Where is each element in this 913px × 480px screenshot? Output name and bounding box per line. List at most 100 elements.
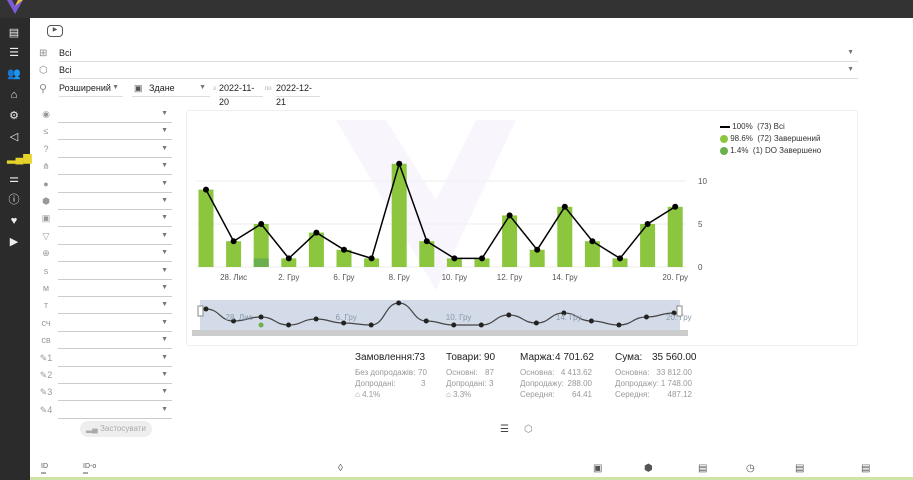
date-type-select[interactable]: ▣ Здане ▼ — [132, 81, 210, 97]
navigator-right-handle[interactable] — [676, 305, 683, 317]
navigator-point — [423, 318, 429, 324]
user-column-icon[interactable]: ⬢ — [644, 463, 653, 474]
x-tick-label: 28. Лис — [220, 273, 247, 282]
video-tutorial-icon[interactable]: ▶ — [47, 25, 63, 37]
goods-pct-value: 3.3% — [453, 390, 472, 399]
bar — [226, 241, 242, 267]
filter-select[interactable]: ▼ — [58, 265, 172, 280]
scrollbar[interactable] — [192, 330, 688, 336]
bar — [198, 189, 214, 267]
top-bar — [0, 0, 913, 18]
line-point — [396, 160, 403, 167]
question-icon: ? — [43, 143, 49, 154]
x-tick-label: 12. Гру — [497, 273, 523, 282]
filter-select[interactable]: ▼ — [58, 352, 172, 367]
filter-select[interactable]: ▼ — [58, 108, 172, 123]
filter-select[interactable]: ▼ — [58, 178, 172, 193]
app-logo[interactable] — [4, 0, 26, 14]
list-view-icon[interactable]: ☰ — [500, 424, 509, 435]
navigator-point — [313, 316, 319, 322]
x-tick-label: 8. Гру — [389, 273, 410, 282]
filter-select[interactable]: ▼ — [58, 386, 172, 402]
filter-select[interactable]: ▼ — [58, 334, 172, 350]
legend-pct: 1.4% — [730, 146, 749, 155]
filter-select[interactable]: ▼ — [58, 369, 172, 384]
navigator-point — [671, 310, 677, 316]
legend-item[interactable]: 100% (73) Всі — [720, 122, 785, 131]
filter-select[interactable]: ▼ — [58, 404, 172, 419]
bar — [364, 258, 380, 267]
filter-select[interactable]: ▼ — [58, 212, 172, 228]
money-icon: ▣ — [41, 213, 51, 224]
sliders-icon[interactable]: ⚌ — [9, 173, 19, 185]
line-point — [534, 246, 541, 253]
stat-value: 70 — [418, 368, 427, 377]
navigator-label: 14. Гру — [556, 313, 582, 322]
custom-field-13-icon: св — [41, 335, 51, 346]
pen-3-icon: ✎3 — [39, 387, 53, 398]
orders-value: 73 — [414, 352, 426, 363]
bar — [502, 215, 518, 267]
bottle-icon[interactable]: ◊ — [338, 463, 343, 474]
money-column-icon[interactable]: ▣ — [593, 463, 603, 474]
legend-item[interactable]: 98.6% (72) Завершений — [720, 134, 820, 143]
date-from-input[interactable]: 2022-11-20 — [219, 81, 263, 107]
stat-value: 3 — [421, 379, 426, 388]
id-column-icon[interactable]: ID ═ — [41, 463, 48, 477]
line-point — [644, 221, 651, 227]
navigator-point — [616, 322, 622, 328]
calendar-column-icon[interactable]: ▤ — [698, 463, 708, 474]
analytics-icon[interactable]: ▂▄▆ — [7, 152, 32, 164]
date-type-value: Здане — [149, 83, 175, 93]
users-icon[interactable]: 👥 — [7, 68, 21, 80]
timer-column-icon[interactable]: ◷ — [746, 463, 755, 474]
calendar-edit-icon[interactable]: ▤ — [861, 463, 871, 474]
apply-button[interactable]: ▂▄ Застосувати — [80, 421, 152, 437]
calendar-icon: ▣ — [134, 83, 143, 93]
search-mode-select[interactable]: Розширений ▼ — [59, 81, 123, 97]
list-icon[interactable]: ☰ — [9, 47, 19, 59]
orders-label: Замовлення: — [355, 352, 415, 363]
orders-pct: ⌂ 4.1% — [355, 390, 380, 399]
web-icon: ⊕ — [42, 248, 50, 259]
filter-select[interactable]: ▼ — [58, 299, 172, 315]
box-view-icon[interactable]: ⬡ — [524, 424, 533, 435]
legend-label: Завершений — [773, 134, 821, 143]
navigator-left-handle[interactable] — [197, 305, 204, 317]
bar — [584, 241, 600, 267]
product-select[interactable]: Всі ▼ — [59, 63, 858, 79]
group-select[interactable]: Всі ▼ — [59, 46, 858, 62]
id-o-label: ID-o — [83, 463, 97, 470]
legend-item[interactable]: 1.4% (1) DO Завершено — [720, 146, 821, 155]
stat-label: Середня: — [615, 390, 650, 399]
upsell-icon: ⌂ — [355, 390, 363, 399]
stat-value: 288.00 — [567, 379, 592, 388]
chart: 0 5 10 28. Лис 2. Гру 6. Гру 8. Гру 10. Гру 12. … — [192, 120, 707, 336]
legend-count: (1) — [752, 146, 763, 155]
warehouse-icon[interactable]: ⌂ — [10, 89, 18, 101]
stat-label: Допродані: — [355, 379, 396, 388]
filter-select[interactable]: ▼ — [58, 195, 172, 210]
info-icon[interactable]: ⓘ — [8, 194, 20, 206]
calendar-lock-icon[interactable]: ▤ — [795, 463, 805, 474]
delivery-icon[interactable]: ⚙ — [9, 110, 19, 122]
pen-2-icon: ✎2 — [39, 370, 53, 380]
video-icon[interactable]: ▶ — [9, 236, 19, 248]
filter-select[interactable]: ▼ — [58, 282, 172, 297]
line-point — [589, 238, 596, 245]
filter-select[interactable]: ▼ — [58, 230, 172, 245]
filter-select[interactable]: ▼ — [58, 125, 172, 141]
date-to-input[interactable]: 2022-12-21 — [276, 81, 320, 107]
id-o-column-icon[interactable]: ID-o ═ — [83, 463, 97, 477]
upsell-icon: ⌂ — [446, 390, 454, 399]
filter-select[interactable]: ▼ — [58, 160, 172, 176]
sum-value: 35 560.00 — [652, 352, 697, 363]
filter-select[interactable]: ▼ — [58, 317, 172, 332]
megaphone-icon[interactable]: ◁ — [9, 131, 19, 143]
filter-select[interactable]: ▼ — [58, 143, 172, 158]
dashboard-icon[interactable]: ▤ — [8, 27, 20, 39]
filter-select[interactable]: ▼ — [58, 247, 172, 263]
handshake-icon[interactable]: ♥ — [10, 215, 18, 227]
goods-label: Товари: — [446, 352, 482, 363]
bar — [474, 258, 490, 267]
